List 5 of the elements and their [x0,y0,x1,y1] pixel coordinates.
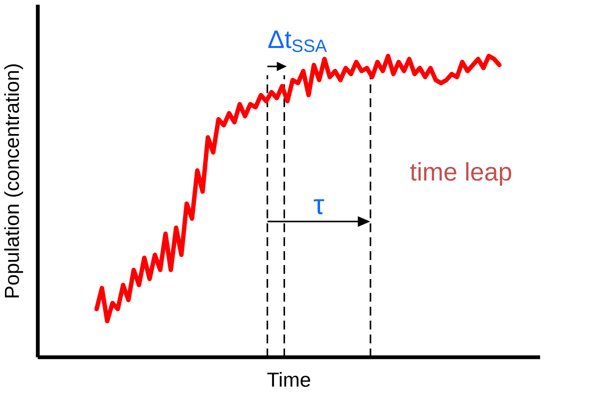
text: Δt$_{SSA}$ [268,30,327,52]
y-axis-title: Population (concentration) [4,64,24,298]
annotation: time leap [410,162,512,186]
x-axis-title: Time [267,372,310,387]
annotation: τ [314,199,324,214]
